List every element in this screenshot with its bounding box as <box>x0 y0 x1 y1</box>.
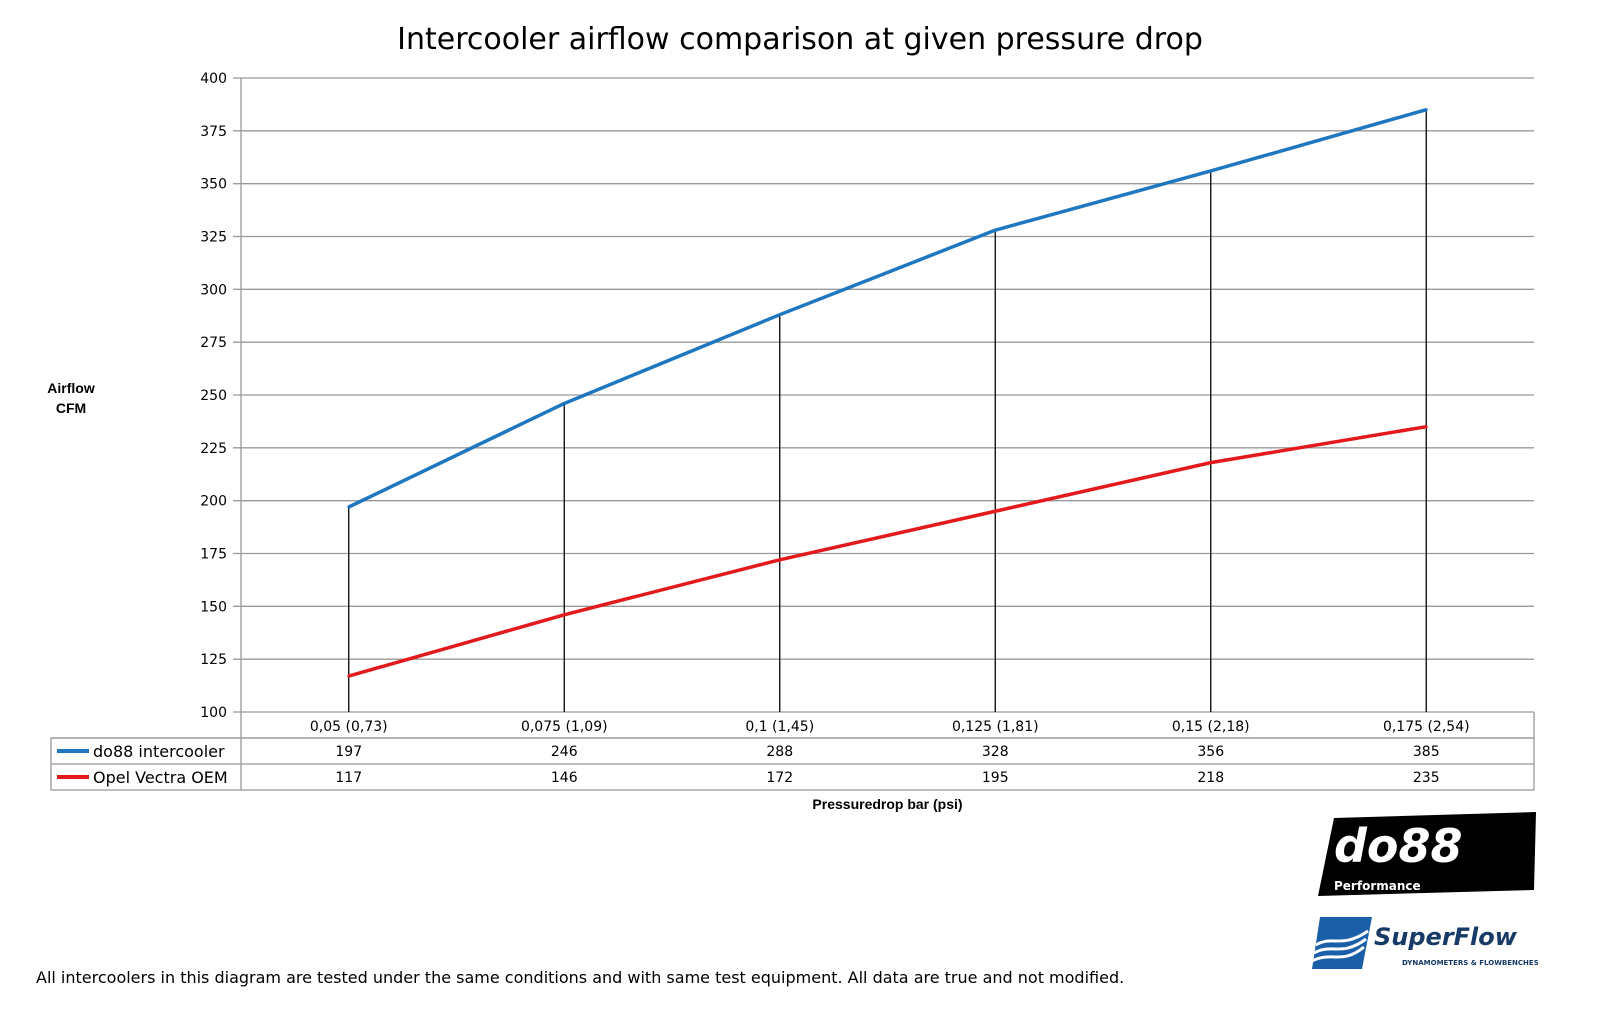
do88-logo-sub: Performance <box>1334 879 1421 893</box>
y-axis-label-line2: CFM <box>55 400 87 416</box>
series-line-1 <box>348 424 1427 678</box>
legend-label: do88 intercooler <box>93 742 225 761</box>
data-point <box>778 558 782 562</box>
data-label: 328 <box>982 744 1009 760</box>
data-label: 146 <box>551 770 578 786</box>
y-axis-label-line1: Airflow <box>47 380 95 396</box>
data-point <box>347 674 351 678</box>
chart-title: Intercooler airflow comparison at given … <box>397 22 1203 57</box>
data-label: 385 <box>1413 744 1440 760</box>
x-tick-label: 0,175 (2,54) <box>1383 719 1470 735</box>
data-point <box>1424 108 1428 112</box>
data-point <box>993 509 997 513</box>
x-tick-label: 0,075 (1,09) <box>521 719 608 735</box>
legend-label: Opel Vectra OEM <box>93 768 228 787</box>
data-label: 246 <box>551 744 578 760</box>
x-tick-label: 0,1 (1,45) <box>745 719 814 735</box>
data-point <box>778 313 782 317</box>
data-point <box>562 401 566 405</box>
y-tick-label: 250 <box>200 388 227 404</box>
data-label: 195 <box>982 770 1009 786</box>
y-tick-label: 225 <box>200 441 227 457</box>
data-point <box>1424 425 1428 429</box>
superflow-logo-main: SuperFlow <box>1374 923 1518 951</box>
x-tick-label: 0,15 (2,18) <box>1172 719 1250 735</box>
data-point <box>993 228 997 232</box>
x-tick-label: 0,125 (1,81) <box>952 719 1039 735</box>
do88-logo-main: do88 <box>1334 819 1463 873</box>
do88-logo: do88 Performance <box>1318 812 1538 896</box>
y-tick-label: 200 <box>200 494 227 510</box>
data-point <box>562 613 566 617</box>
y-tick-label: 325 <box>200 230 227 246</box>
data-label: 218 <box>1197 770 1224 786</box>
data-point <box>347 505 351 509</box>
y-tick-label: 400 <box>200 71 227 87</box>
y-tick-label: 175 <box>200 547 227 563</box>
y-tick-label: 300 <box>200 282 227 298</box>
y-tick-label: 375 <box>200 124 227 140</box>
data-label: 172 <box>766 770 793 786</box>
data-label: 288 <box>766 744 793 760</box>
data-label: 356 <box>1197 744 1224 760</box>
data-point <box>1209 169 1213 173</box>
y-tick-label: 125 <box>200 652 227 668</box>
y-tick-label: 350 <box>200 177 227 193</box>
x-axis-label: Pressuredrop bar (psi) <box>812 796 963 812</box>
y-tick-label: 150 <box>200 599 227 615</box>
series-line-0 <box>347 108 1427 509</box>
y-tick-label: 275 <box>200 335 227 351</box>
data-label: 197 <box>335 744 362 760</box>
data-label: 235 <box>1413 770 1440 786</box>
footer-note: All intercoolers in this diagram are tes… <box>36 968 1125 987</box>
superflow-logo-sub: DYNAMOMETERS & FLOWBENCHES <box>1402 959 1538 967</box>
data-point <box>1209 461 1213 465</box>
y-axis-label: Airflow CFM <box>30 378 112 418</box>
superflow-logo: SuperFlow DYNAMOMETERS & FLOWBENCHES <box>1312 915 1538 971</box>
x-tick-label: 0,05 (0,73) <box>310 719 388 735</box>
y-tick-label: 100 <box>200 705 227 721</box>
data-label: 117 <box>335 770 362 786</box>
